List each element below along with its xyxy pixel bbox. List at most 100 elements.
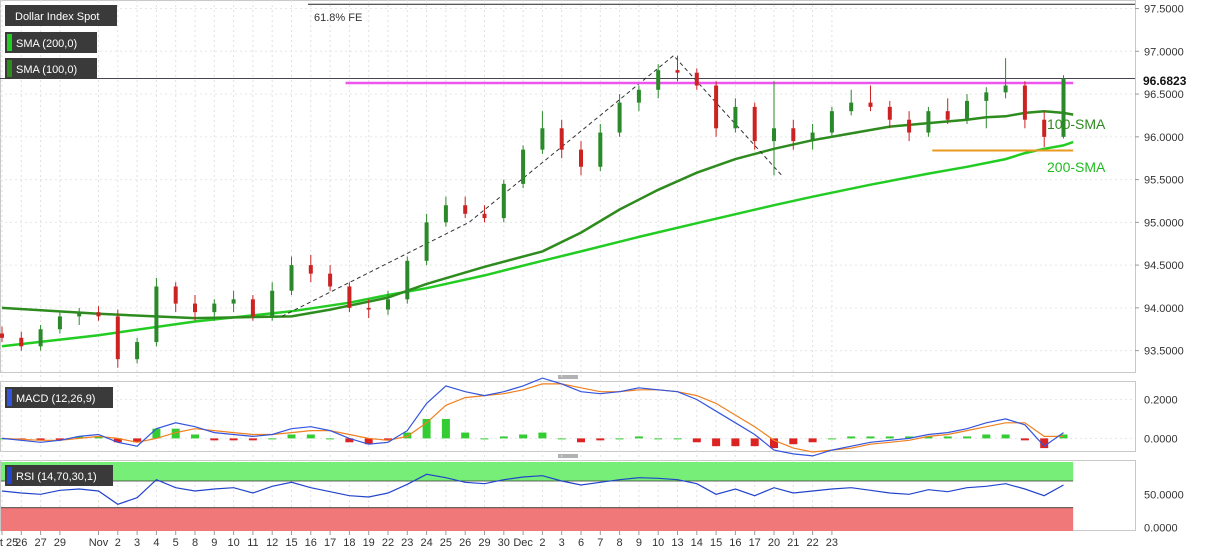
macd-histogram-bar [268, 438, 277, 440]
macd-histogram-bar [750, 438, 759, 447]
candle-body [328, 273, 333, 287]
macd-histogram-bar [403, 432, 412, 439]
macd-histogram-bar [634, 436, 643, 439]
macd-histogram-bar [673, 438, 682, 440]
x-tick-label: 29 [54, 537, 66, 549]
candle-body [559, 128, 564, 150]
candle-body [521, 149, 526, 184]
svg-text:RSI (14,70,30,1): RSI (14,70,30,1) [16, 471, 97, 483]
candle-body [0, 333, 4, 338]
candle-body [135, 342, 140, 360]
candle-body [1003, 85, 1008, 93]
x-tick-label: 2 [115, 537, 121, 549]
x-tick-label: 2 [539, 537, 545, 549]
candle-body [540, 128, 545, 150]
sma200-tag[interactable]: SMA (200,0) [5, 32, 97, 53]
symbol-tag[interactable]: Dollar Index Spot [5, 5, 117, 26]
candle-body [405, 260, 410, 300]
x-tick-label: 4 [153, 537, 159, 549]
macd-histogram-bar [557, 438, 566, 440]
x-tick-label: 11 [247, 537, 258, 549]
x-tick-label: Dec [513, 537, 533, 549]
macd-tag[interactable]: RSI (14,70,30,1) MACD (12,26,9) [5, 387, 113, 408]
x-tick-label: 18 [343, 537, 355, 549]
x-tick-label: 10 [652, 537, 664, 549]
x-tick-label: 19 [363, 537, 375, 549]
macd-histogram-bar [924, 436, 933, 439]
macd-histogram-bar [982, 434, 991, 439]
candle-body [656, 70, 661, 90]
macd-histogram-bar [827, 438, 836, 440]
x-tick-label: 21 [787, 537, 799, 549]
x-tick-label: 15 [710, 537, 722, 549]
macd-histogram-bar [692, 438, 701, 443]
price-tick-label: 97.5000 [1144, 4, 1184, 16]
candle-body [1022, 85, 1027, 120]
macd-histogram-bar [654, 438, 663, 440]
x-tick-label: 8 [192, 537, 198, 549]
macd-histogram-bar [191, 434, 199, 439]
candle-body [868, 102, 873, 107]
x-tick-label: 17 [749, 537, 761, 549]
candle-body [154, 286, 159, 343]
sma100-tag[interactable]: SMA (100,0) [5, 58, 97, 79]
macd-histogram-bar [731, 438, 740, 447]
macd-histogram-bar [499, 436, 508, 439]
candle-body [193, 303, 197, 313]
macd-histogram-bar [1040, 438, 1049, 449]
rsi-tag[interactable]: RSI (14,70,30,1) [5, 465, 113, 486]
macd-histogram-bar [480, 438, 489, 440]
candle-body [965, 100, 969, 120]
macd-histogram-bar [538, 432, 547, 439]
candle-body [212, 303, 217, 313]
candle-body [1042, 119, 1047, 137]
x-tick-label: 20 [768, 537, 780, 549]
trend-dashed-line [281, 54, 783, 317]
macd-histogram-bar [75, 436, 84, 439]
candle-body [501, 183, 506, 219]
macd-resize-handle[interactable] [558, 375, 578, 379]
candle-body [386, 299, 390, 310]
price-tick-label: 96.0000 [1144, 132, 1184, 144]
macd-histogram-bar [577, 438, 585, 443]
macd-histogram-bar [229, 438, 238, 441]
rsi-resize-handle[interactable] [558, 454, 578, 458]
rsi-oversold-zone [1, 507, 1074, 531]
candle-body [19, 337, 24, 347]
x-tick-label: 23 [826, 537, 838, 549]
candle-body [463, 205, 468, 214]
macd-histogram-bar [326, 438, 335, 440]
svg-text:SMA (100,0): SMA (100,0) [16, 64, 77, 76]
candle-body [1061, 78, 1066, 137]
macd-histogram-bar [905, 436, 914, 439]
candle-body [772, 128, 776, 142]
price-tick-label: 94.0000 [1144, 303, 1184, 315]
macd-histogram-bar [712, 438, 721, 447]
x-tick-label: 15 [285, 537, 297, 549]
sma200-annotation: 200-SMA [1047, 159, 1106, 175]
x-tick-label: 25 [440, 537, 452, 549]
candle-body [347, 286, 352, 308]
candle-body [115, 316, 120, 360]
macd-histogram-bar [306, 434, 315, 439]
x-tick-label: 27 [34, 537, 46, 549]
macd-histogram-bar [866, 436, 875, 439]
macd-histogram-bar [152, 428, 161, 439]
price-tick-label: 94.5000 [1144, 260, 1184, 272]
macd-histogram-bar [36, 438, 45, 441]
macd-histogram-bar [596, 438, 605, 441]
macd-histogram-bar [287, 434, 296, 439]
candle-body [984, 92, 989, 101]
macd-histogram-bar [461, 432, 470, 439]
macd-histogram-bar [55, 438, 64, 441]
x-tick-label: 26 [459, 537, 471, 549]
price-tick-label: 97.0000 [1144, 46, 1184, 58]
x-tick-label: 22 [806, 537, 818, 549]
macd-histogram-bar [248, 438, 257, 441]
macd-histogram-bar [770, 438, 778, 449]
macd-histogram-bar [963, 436, 971, 439]
candle-body [57, 316, 62, 330]
candle-body [752, 106, 757, 142]
x-tick-label: 29 [478, 537, 490, 549]
